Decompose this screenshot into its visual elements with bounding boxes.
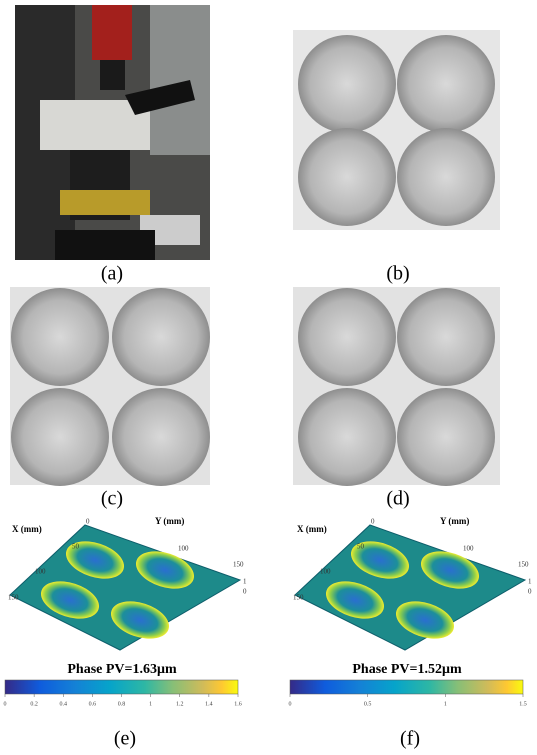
colorbar bbox=[290, 680, 523, 694]
colorbar-tick-label: 0 bbox=[4, 701, 7, 707]
y-tick-label: 100 bbox=[178, 545, 189, 553]
panel-label: (c) bbox=[101, 488, 123, 510]
panel-label: (e) bbox=[114, 728, 136, 750]
colorbar-tick-label: 1 bbox=[444, 701, 447, 707]
z-tick-label: 1 bbox=[243, 578, 247, 586]
z-tick-label: 0 bbox=[528, 588, 532, 596]
colorbar-tick-label: 1 bbox=[149, 701, 152, 707]
x-axis-label: X (mm) bbox=[297, 524, 327, 534]
x-tick-label: 150 bbox=[8, 594, 19, 602]
y-tick-label: 100 bbox=[463, 545, 474, 553]
z-tick-label: 1 bbox=[528, 578, 532, 586]
x-tick-label: 50 bbox=[357, 543, 365, 551]
x-tick-label: 0 bbox=[371, 518, 375, 526]
colorbar-tick-label: 1.5 bbox=[519, 701, 527, 707]
colorbar-tick-label: 0.6 bbox=[89, 701, 97, 707]
y-tick-label: 150 bbox=[233, 561, 244, 569]
plot-title: Phase PV=1.52μm bbox=[352, 662, 462, 677]
panel-label: (d) bbox=[386, 488, 409, 510]
panel-label: (f) bbox=[400, 728, 420, 750]
colorbar-tick-label: 0.4 bbox=[60, 701, 68, 707]
panel-label: (a) bbox=[101, 263, 123, 285]
x-tick-label: 100 bbox=[320, 568, 331, 576]
x-tick-label: 50 bbox=[72, 543, 80, 551]
z-tick-label: 0 bbox=[243, 588, 247, 596]
colorbar-tick-label: 1.6 bbox=[234, 701, 242, 707]
x-tick-label: 150 bbox=[293, 594, 304, 602]
panel-label: (b) bbox=[386, 263, 409, 285]
y-axis-label: Y (mm) bbox=[440, 516, 469, 526]
y-tick-label: 150 bbox=[518, 561, 529, 569]
colorbar-tick-label: 1.4 bbox=[205, 701, 213, 707]
colorbar bbox=[5, 680, 238, 694]
colorbar-tick-label: 1.2 bbox=[176, 701, 184, 707]
photo bbox=[15, 5, 210, 260]
x-tick-label: 100 bbox=[35, 568, 46, 576]
colorbar-tick-label: 0 bbox=[289, 701, 292, 707]
colorbar-tick-label: 0.2 bbox=[30, 701, 38, 707]
colorbar-tick-label: 0.5 bbox=[364, 701, 372, 707]
x-axis-label: X (mm) bbox=[12, 524, 42, 534]
y-axis-label: Y (mm) bbox=[155, 516, 184, 526]
figure: X (mm)Y (mm)05010015010015010Phase PV=1.… bbox=[0, 0, 537, 755]
colorbar-tick-label: 0.8 bbox=[118, 701, 126, 707]
plot-title: Phase PV=1.63μm bbox=[67, 662, 177, 677]
x-tick-label: 0 bbox=[86, 518, 90, 526]
